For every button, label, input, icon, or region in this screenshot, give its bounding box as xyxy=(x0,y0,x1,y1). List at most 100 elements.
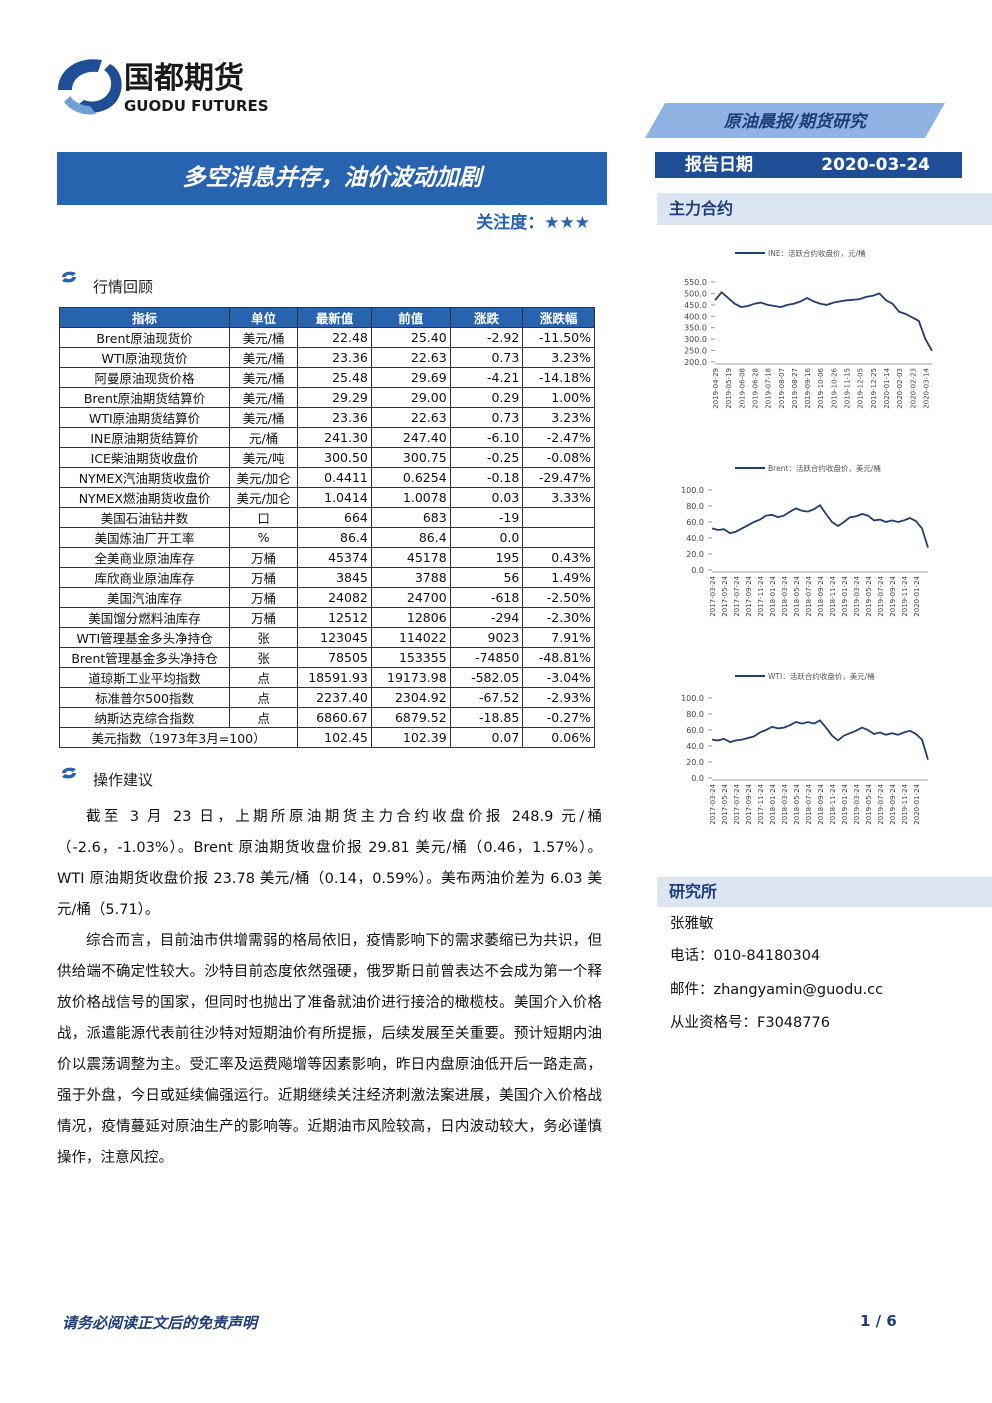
phone: 电话：010-84180304 xyxy=(670,948,821,964)
table-cell: -2.93% xyxy=(522,687,595,708)
x-tick-label: 2017-07-24 xyxy=(733,783,741,824)
table-cell: 美元/加仑 xyxy=(229,467,299,488)
table-cell: -18.85 xyxy=(449,707,524,728)
table-cell xyxy=(522,527,595,548)
x-tick-label: 2018-07-24 xyxy=(805,575,813,616)
y-tick-label: 500.0 xyxy=(684,289,707,298)
table-row: Brent管理基金多头净持仓张 78505 153355 -74850 -48.81% xyxy=(58,647,595,668)
table-cell: 张 xyxy=(229,627,299,648)
table-cell: 25.48 xyxy=(297,367,372,388)
table-cell: 美国炼油厂开工率 xyxy=(58,527,231,548)
x-tick-label: 2019-06-28 xyxy=(751,368,759,409)
table-cell xyxy=(522,507,595,528)
report-type-banner: 原油晨报/期货研究 xyxy=(645,103,945,138)
table-cell: -67.52 xyxy=(449,687,524,708)
table-cell: -582.05 xyxy=(449,667,524,688)
price-line xyxy=(714,291,933,352)
table-cell: 0.29 xyxy=(449,387,524,408)
x-tick-label: 2017-05-24 xyxy=(721,575,729,616)
x-tick-label: 2018-11-24 xyxy=(829,575,837,616)
table-cell: 300.50 xyxy=(297,447,372,468)
x-tick-label: 2017-09-24 xyxy=(745,783,753,824)
table-cell: NYMEX汽油期货收盘价 xyxy=(58,467,231,488)
date-bar: 报告日期 2020-03-24 xyxy=(655,152,962,178)
table-cell: 664 xyxy=(297,507,372,528)
table-cell: 0.43% xyxy=(522,547,595,568)
table-row: ICE柴油期货收盘价 美元/吨 300.50 300.75 -0.25 -0.08% xyxy=(58,447,595,468)
table-cell: -6.10 xyxy=(449,427,524,448)
table-cell: WTI原油期货结算价 xyxy=(58,407,231,428)
x-tick-label: 2019-11-15 xyxy=(844,368,852,409)
table-cell: -11.50% xyxy=(522,327,595,348)
y-tick-label: 100.0 xyxy=(681,486,704,495)
table-row: 纳斯达克综合指数点 6860.67 6879.52 -18.85 -0.27% xyxy=(58,707,595,728)
logo-mark xyxy=(58,59,102,90)
x-tick-label: 2018-05-24 xyxy=(793,783,801,824)
table-cell: 300.75 xyxy=(370,447,451,468)
table-cell: 247.40 xyxy=(370,427,451,448)
table-cell: 123045 xyxy=(297,627,372,648)
y-tick-label: 80.0 xyxy=(686,710,704,719)
table-cell: 1.49% xyxy=(522,567,595,588)
table-cell: -0.27% xyxy=(522,707,595,728)
column-header: 涨跌 xyxy=(449,307,524,328)
logo: 国都期货 GUODU FUTURES xyxy=(58,59,269,115)
table-cell: 0.73 xyxy=(449,347,524,368)
table-row: 美国炼油厂开工率% 86.4 86.4 0.0 xyxy=(58,527,595,548)
table-cell: 23.36 xyxy=(297,407,372,428)
y-tick-label: 0.0 xyxy=(691,566,704,575)
table-cell: -3.04% xyxy=(522,667,595,688)
x-tick-label: 2019-05-24 xyxy=(865,575,873,616)
table-cell: 美元/吨 xyxy=(229,447,299,468)
table-cell: -0.25 xyxy=(449,447,524,468)
table-cell: 241.30 xyxy=(297,427,372,448)
table-cell: 点 xyxy=(229,687,299,708)
x-tick-label: 2018-03-24 xyxy=(781,575,789,616)
table-cell: 19173.98 xyxy=(370,667,451,688)
date-label: 报告日期 xyxy=(685,155,753,175)
table-cell: 万桶 xyxy=(229,567,299,588)
table-cell: 6860.67 xyxy=(297,707,372,728)
section-icon xyxy=(62,271,76,283)
table-cell: 全美商业原油库存 xyxy=(58,547,231,568)
x-tick-label: 2018-09-24 xyxy=(817,783,825,824)
table-row: 全美商业原油库存 万桶 45374 45178 195 0.43% xyxy=(58,547,595,568)
table-row: 标准普尔500指数点 2237.40 2304.92 -67.52 -2.93% xyxy=(58,687,595,708)
table-cell: 22.63 xyxy=(370,347,451,368)
table-cell: 美元/桶 xyxy=(229,367,299,388)
report-date: 2020-03-24 xyxy=(821,155,930,175)
table-row: 阿曼原油现货价格 美元/桶 25.48 29.69 -4.21 -14.18% xyxy=(58,367,595,388)
table-cell: NYMEX燃油期货收盘价 xyxy=(58,487,231,508)
y-tick-label: 60.0 xyxy=(686,518,704,527)
table-row: 美元指数（1973年3月=100） 102.45 102.39 0.07 0.06% xyxy=(58,727,595,748)
x-tick-label: 2019-03-24 xyxy=(853,783,861,824)
table-row: 美国汽油库存 万桶 24082 24700 -618 -2.50% xyxy=(58,587,595,608)
y-tick-label: 100.0 xyxy=(681,694,704,703)
table-cell: 0.73 xyxy=(449,407,524,428)
table-cell: 万桶 xyxy=(229,607,299,628)
table-row: NYMEX燃油期货收盘价 美元/加仑 1.0414 1.0078 0.03 3.33% xyxy=(58,487,595,508)
x-tick-label: 2019-03-24 xyxy=(853,575,861,616)
x-tick-label: 2019-01-24 xyxy=(841,575,849,616)
table-row: WTI原油现货价 美元/桶 23.36 22.63 0.73 3.23% xyxy=(58,347,595,368)
x-tick-label: 2019-08-07 xyxy=(778,368,786,409)
table-cell: 美元/桶 xyxy=(229,407,299,428)
table-cell: 1.0078 xyxy=(370,487,451,508)
market-table: 指标 单位 最新值 前值 涨跌 涨跌幅 Brent原油现货价 美元/桶 22.48 25.40 -2… xyxy=(58,307,595,748)
price-line xyxy=(711,503,929,548)
table-cell: Brent原油期货结算价 xyxy=(58,387,231,408)
section-heading: 行情回顾 xyxy=(93,278,154,296)
x-tick-label: 2019-07-18 xyxy=(765,368,773,409)
x-tick-label: 2019-09-16 xyxy=(804,367,812,408)
table-row: INE原油期货结算价 元/桶 241.30 247.40 -6.10 -2.47% xyxy=(58,427,595,448)
table-cell: 153355 xyxy=(370,647,451,668)
x-tick-label: 2017-11-24 xyxy=(757,783,765,824)
table-cell: -19 xyxy=(449,507,524,528)
table-cell: 86.4 xyxy=(370,527,451,548)
x-tick-label: 2019-11-24 xyxy=(901,783,909,824)
header-row: 指标 单位 最新值 前值 涨跌 涨跌幅 xyxy=(58,307,595,328)
x-tick-label: 2018-01-24 xyxy=(769,783,777,824)
table-cell: 22.63 xyxy=(370,407,451,428)
table-cell: 7.91% xyxy=(522,627,595,648)
table-cell: 美元/桶 xyxy=(229,347,299,368)
